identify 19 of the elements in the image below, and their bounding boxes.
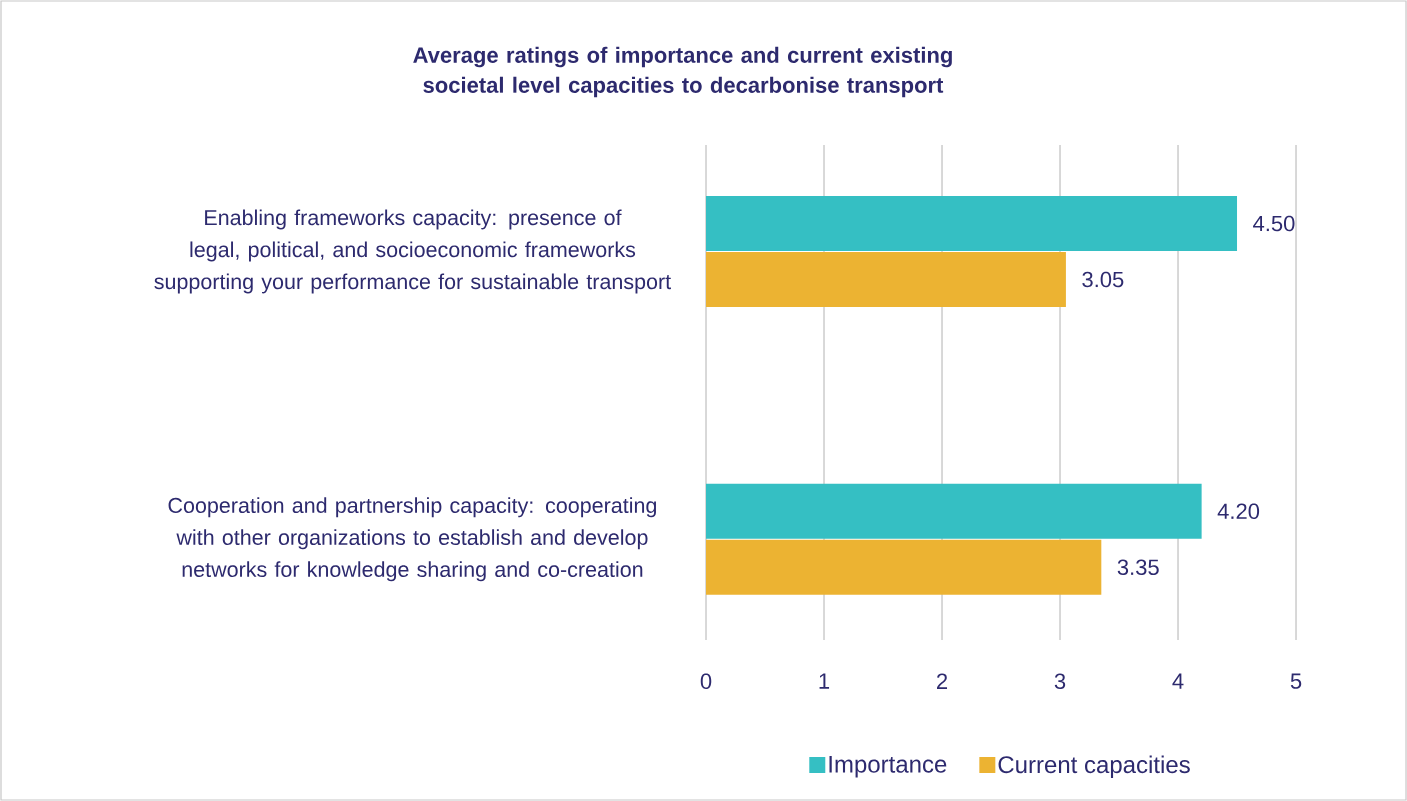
x-tick-label: 4: [1172, 673, 1184, 689]
x-tick-label: 5: [1290, 673, 1302, 689]
legend-label: Current capacities: [998, 755, 1190, 778]
y-tick-label: Enabling frameworks capacity: presence of legal, political, and socioeconomic frameworks supporting your performance for sustainable transport: [154, 209, 671, 294]
bar: [706, 195, 1238, 251]
x-tick-label: 0: [700, 673, 712, 690]
data-label: 3.05: [1082, 271, 1124, 288]
data-label: 3.35: [1117, 559, 1159, 576]
x-tick-label: 3: [1054, 673, 1066, 690]
x-tick-label: 1: [819, 673, 830, 689]
data-label: 4.50: [1253, 215, 1295, 232]
chart-title: Average ratings of importance and current existing societal level capacities to decarbonise transport: [413, 46, 952, 98]
bar: [706, 483, 1202, 539]
bar: [706, 251, 1066, 307]
data-label: 4.20: [1217, 503, 1260, 520]
x-tick-label: 2: [937, 673, 948, 689]
bar: [706, 539, 1102, 595]
legend-label: Importance: [829, 755, 947, 778]
y-tick-label: Cooperation and partnership capacity: cooperating with other organizations to establish and develop networks for knowledge sharing and co-creation: [168, 497, 657, 582]
